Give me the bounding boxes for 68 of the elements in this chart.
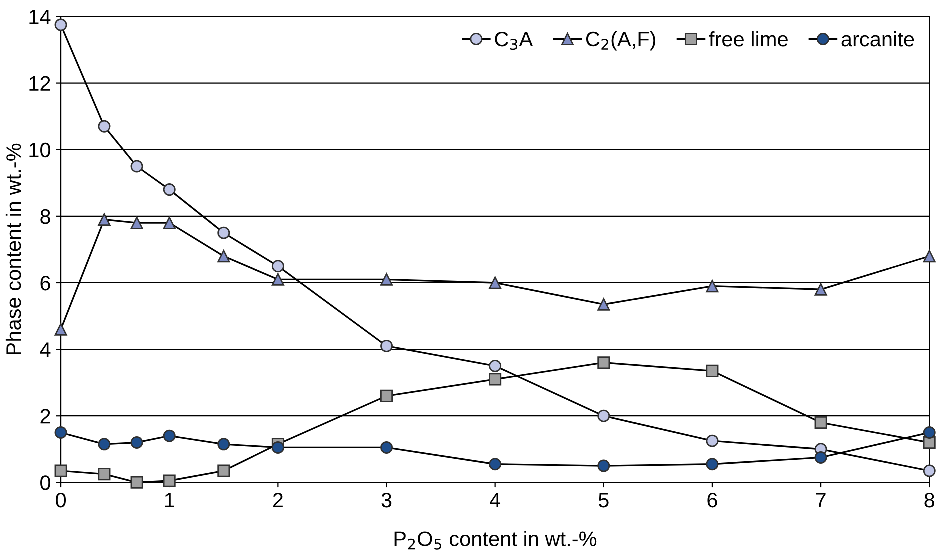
point xyxy=(98,438,111,451)
point xyxy=(163,216,176,230)
point xyxy=(218,438,230,451)
legend-label: C$_{2}$(A,F) xyxy=(586,31,656,51)
point xyxy=(489,373,502,386)
point xyxy=(380,441,393,454)
point xyxy=(54,426,68,439)
point xyxy=(98,120,111,133)
y-tick-label: 12 xyxy=(30,76,50,91)
legend-label: free lime xyxy=(709,31,788,47)
point xyxy=(163,474,176,488)
point xyxy=(98,468,111,481)
legend-label: C$_{3}$A xyxy=(495,32,534,50)
point xyxy=(814,451,828,464)
point xyxy=(923,426,936,439)
y-tick-label: 6 xyxy=(40,276,50,291)
point xyxy=(130,216,144,230)
y-tick-label: 10 xyxy=(30,142,50,158)
x-tick-label: 8 xyxy=(924,492,934,508)
point xyxy=(272,260,284,273)
x-axis-title: P$_{2}$O$_{5}$ content in wt.-% xyxy=(394,531,597,550)
y-tick-label: 4 xyxy=(40,342,51,358)
point xyxy=(706,458,719,471)
point xyxy=(923,250,936,263)
point xyxy=(380,340,393,352)
point xyxy=(598,298,610,311)
point xyxy=(272,441,284,454)
point xyxy=(54,464,68,478)
y-tick-label: 2 xyxy=(40,409,50,424)
point xyxy=(130,476,144,489)
point xyxy=(814,283,828,296)
point xyxy=(598,356,610,370)
point xyxy=(98,214,111,226)
point xyxy=(923,464,936,478)
point xyxy=(130,160,144,173)
point xyxy=(54,323,68,336)
point xyxy=(163,430,176,442)
point xyxy=(706,434,719,448)
point xyxy=(218,250,230,263)
point xyxy=(272,273,284,286)
x-tick-label: 3 xyxy=(382,492,392,508)
point xyxy=(380,273,393,286)
point xyxy=(598,410,610,422)
y-tick-label: 14 xyxy=(30,10,51,24)
x-tick-label: 6 xyxy=(708,492,718,508)
point xyxy=(706,280,719,293)
x-tick-label: 5 xyxy=(598,493,609,508)
point xyxy=(706,364,719,378)
point xyxy=(130,436,144,449)
point xyxy=(380,390,393,402)
point xyxy=(218,226,230,240)
x-tick-label: 1 xyxy=(165,493,174,508)
point xyxy=(489,360,502,372)
point xyxy=(489,458,502,471)
point xyxy=(598,460,610,472)
y-tick-label: 8 xyxy=(40,209,50,224)
x-tick-label: 0 xyxy=(56,492,66,508)
point xyxy=(489,276,502,290)
x-tick-label: 7 xyxy=(816,493,826,508)
y-axis-title: Phase content in wt.-% xyxy=(6,144,22,355)
point xyxy=(814,416,828,430)
y-tick-label: 0 xyxy=(40,476,50,490)
point xyxy=(54,18,68,32)
point xyxy=(218,464,230,478)
x-tick-label: 2 xyxy=(273,492,283,508)
legend-label: arcanite xyxy=(842,31,914,47)
x-tick-label: 4 xyxy=(490,493,501,508)
point xyxy=(163,184,176,196)
